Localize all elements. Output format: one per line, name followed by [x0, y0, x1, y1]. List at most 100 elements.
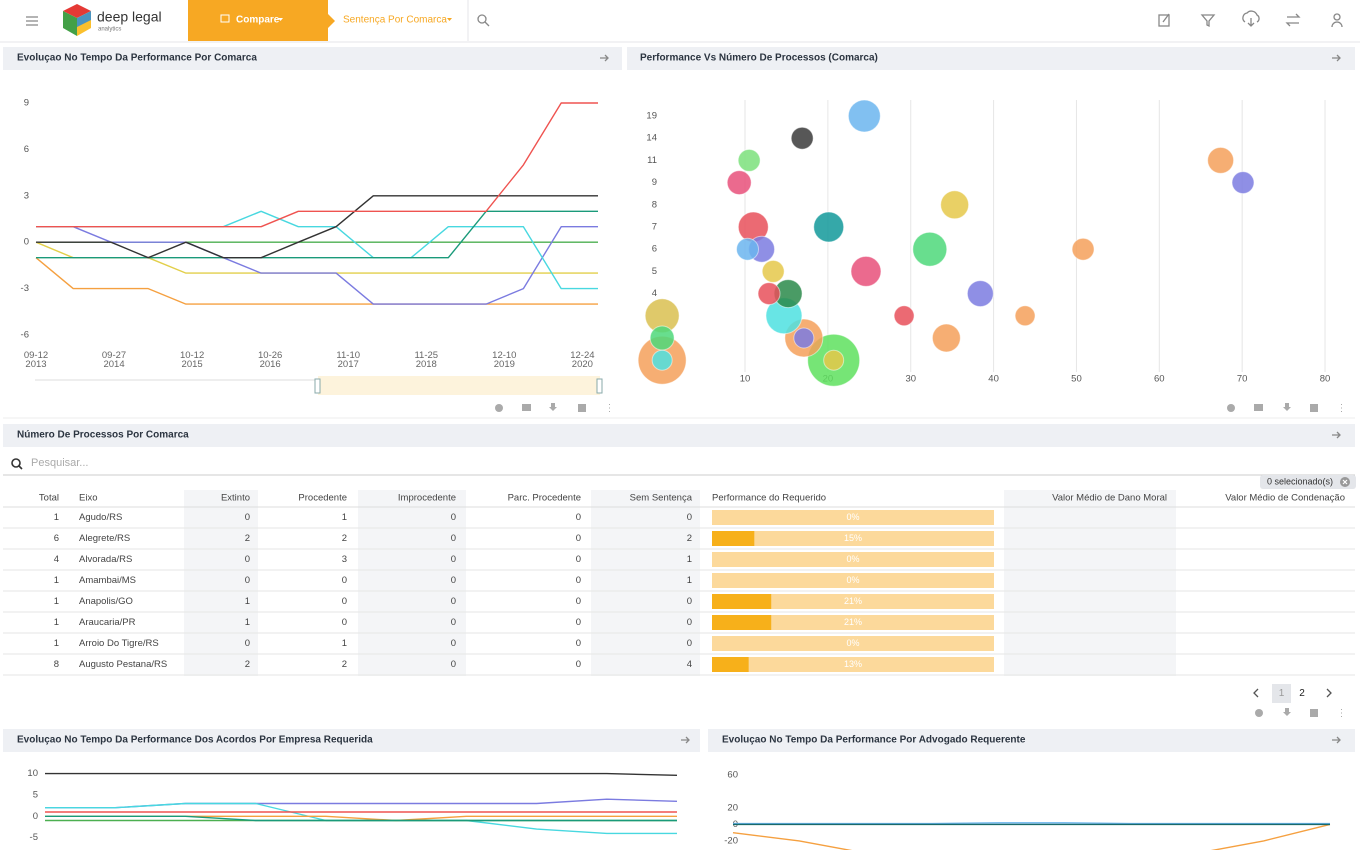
panel-header: [627, 47, 1355, 70]
logo: [63, 4, 91, 36]
table-cell: 1: [54, 638, 59, 649]
series-line: [45, 815, 677, 822]
x-tick-label: 12-10 2019: [492, 349, 517, 370]
performance-label: 0%: [846, 638, 859, 648]
page-number: 2: [1299, 688, 1305, 699]
logo-title: deep legal: [97, 9, 162, 25]
table-cell: Amambai/MS: [79, 575, 136, 586]
bubble: [790, 126, 814, 150]
table-cell: 1: [245, 617, 250, 628]
breadcrumb-arrow: [328, 14, 335, 28]
more-icon[interactable]: [609, 404, 610, 412]
filter-icon[interactable]: [1200, 14, 1216, 28]
table-cell: 8: [54, 659, 59, 670]
nav-item[interactable]: Compare: [236, 15, 280, 26]
y-tick-label: 0: [33, 811, 38, 822]
panel-header: [708, 729, 1355, 752]
x-tick-label: 12-24 2020: [570, 349, 595, 370]
download-icon[interactable]: [1283, 708, 1291, 716]
edit-icon[interactable]: [1158, 13, 1170, 27]
performance-label: 15%: [844, 533, 862, 543]
save-icon[interactable]: [578, 404, 586, 412]
download-icon[interactable]: [1242, 10, 1260, 27]
expand-arrow[interactable]: [1332, 736, 1341, 744]
table-cell: 0: [451, 659, 456, 670]
table-cell: 1: [342, 512, 347, 523]
panel-header: [3, 729, 700, 752]
selected-pill: [1260, 475, 1356, 489]
expand-arrow[interactable]: [681, 736, 690, 744]
info-icon[interactable]: [1255, 709, 1263, 717]
camera-icon[interactable]: [522, 404, 531, 411]
y-tick-label: 10: [27, 768, 38, 779]
caret: [447, 18, 452, 21]
logo-subtitle: analytics: [98, 27, 121, 33]
performance-track: [712, 657, 994, 672]
search-input[interactable]: Pesquisar...: [31, 457, 88, 469]
camera-icon[interactable]: [1254, 404, 1263, 411]
bubble: [893, 305, 915, 327]
table-cell: 0: [576, 596, 581, 607]
series-line: [36, 102, 598, 228]
panel-title: Evoluçao No Tempo Da Performance Dos Aco…: [17, 735, 373, 746]
swap-icon[interactable]: [1285, 13, 1301, 27]
performance-label: 21%: [844, 596, 862, 606]
performance-label: 0%: [846, 575, 859, 585]
table-cell: 0: [451, 617, 456, 628]
table-cell: Alegrete/RS: [79, 533, 130, 544]
info-icon[interactable]: [495, 404, 503, 412]
expand-arrow[interactable]: [1332, 54, 1341, 62]
more-icon[interactable]: [1341, 709, 1342, 717]
user-icon[interactable]: [1331, 13, 1343, 28]
search-icon[interactable]: [477, 14, 490, 27]
table-cell: 0: [687, 638, 692, 649]
slider-handle[interactable]: [314, 378, 321, 394]
table-cell: 0: [687, 512, 692, 523]
bubble: [847, 99, 881, 133]
performance-track: [712, 573, 994, 588]
table-cell: Alvorada/RS: [79, 554, 132, 565]
performance-track: [712, 531, 994, 546]
series-line: [732, 823, 1331, 850]
table-cell: Araucaria/PR: [79, 617, 136, 628]
nav-item[interactable]: Sentença Por Comarca: [343, 15, 447, 26]
x-tick-label: 10: [740, 374, 751, 385]
page-arrows[interactable]: [1253, 688, 1332, 698]
table-cell: 1: [54, 617, 59, 628]
download-icon[interactable]: [1283, 403, 1291, 411]
y-tick-label: -5: [30, 832, 38, 843]
panel-title: Evoluçao No Tempo Da Performance Por Adv…: [722, 735, 1026, 746]
download-icon[interactable]: [549, 403, 557, 411]
x-tick-label: 11-10 2017: [336, 349, 361, 370]
save-icon[interactable]: [1310, 404, 1318, 412]
column-header: Improcedente: [398, 493, 456, 504]
y-tick-label: -3: [21, 283, 29, 294]
page-current[interactable]: [1272, 684, 1291, 703]
expand-arrow[interactable]: [600, 54, 609, 62]
slider-handle[interactable]: [596, 378, 603, 394]
slider-window[interactable]: [318, 376, 600, 395]
table-cell: 0: [342, 575, 347, 586]
menu-icon[interactable]: [26, 16, 38, 26]
column-header: Valor Médio de Condenação: [1225, 493, 1345, 504]
bubble: [931, 323, 961, 353]
table-cell: 0: [576, 512, 581, 523]
table-cell: 1: [245, 596, 250, 607]
table-cell: 0: [576, 659, 581, 670]
nav-tab-active[interactable]: [188, 0, 328, 41]
series-line: [35, 257, 598, 305]
info-icon[interactable]: [1227, 404, 1235, 412]
table-cell: 0: [576, 575, 581, 586]
save-icon[interactable]: [1310, 709, 1318, 717]
performance-track: [712, 552, 994, 567]
x-tick-label: 60: [1154, 374, 1165, 385]
x-tick-label: 09-27 2014: [101, 349, 127, 370]
table-cell: 1: [687, 575, 692, 586]
table-cell: 0: [245, 638, 250, 649]
expand-arrow[interactable]: [1332, 431, 1341, 439]
column-header: Sem Sentença: [630, 493, 693, 504]
y-tick-label: 60: [727, 770, 738, 781]
x-tick-label: 30: [905, 374, 916, 385]
more-icon[interactable]: [1341, 404, 1342, 412]
